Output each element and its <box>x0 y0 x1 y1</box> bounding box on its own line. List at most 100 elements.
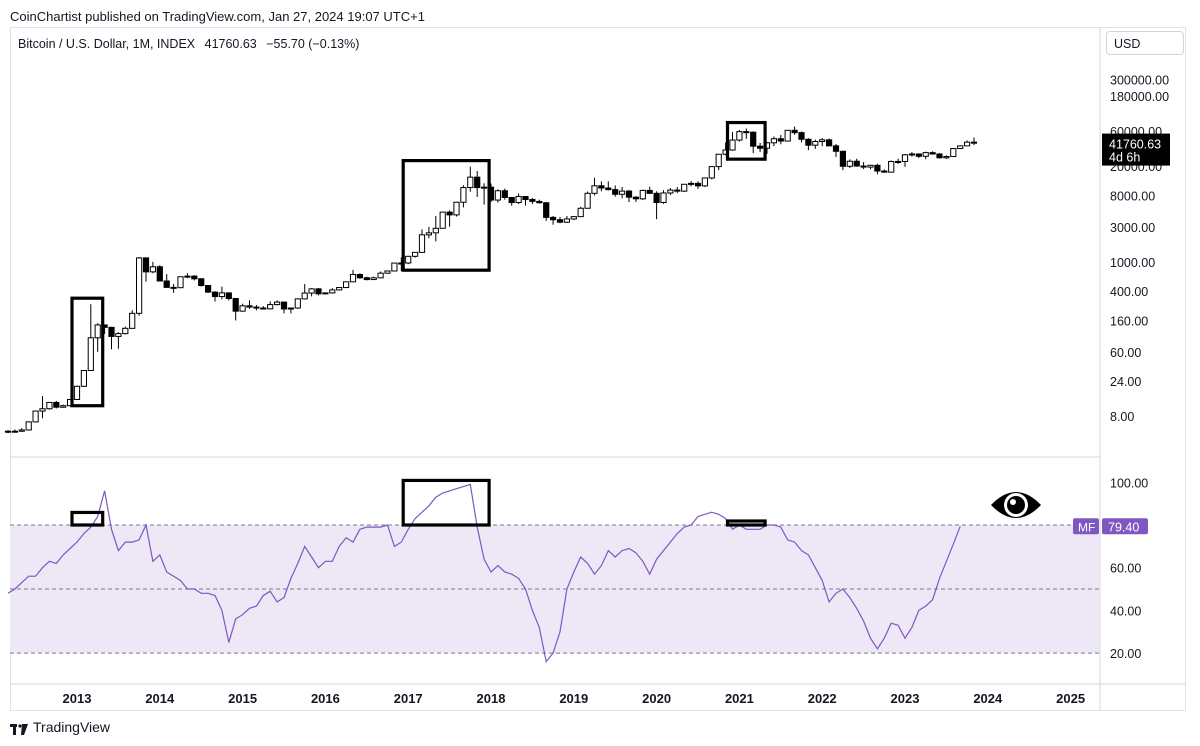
eye-icon <box>991 492 1041 518</box>
last-price: 41760.63 <box>204 37 257 51</box>
candle-body <box>805 138 812 146</box>
candle-body <box>87 337 94 372</box>
candle <box>660 190 667 204</box>
candle-body <box>184 275 191 278</box>
candle-body <box>577 207 584 218</box>
candle-body <box>743 131 750 134</box>
candle <box>922 151 929 160</box>
candle-body <box>681 183 688 192</box>
price-tick-label: 160.00 <box>1110 314 1148 328</box>
mfi-tick-label: 60.00 <box>1110 562 1141 576</box>
candle-body <box>853 160 860 167</box>
candle <box>343 281 350 289</box>
candle-body <box>915 153 922 157</box>
price-highlight-box <box>401 158 491 272</box>
time-tick-label: 2016 <box>311 691 340 706</box>
candle <box>805 138 812 151</box>
candle <box>253 304 260 311</box>
candle-body <box>218 292 226 298</box>
candle <box>860 162 867 170</box>
symbol-legend[interactable]: Bitcoin / U.S. Dollar, 1M, INDEX 41760.6… <box>18 37 365 51</box>
candle <box>743 128 750 139</box>
candle-body <box>287 307 294 310</box>
candle <box>481 183 488 205</box>
time-tick-label: 2020 <box>642 691 671 706</box>
candle-body <box>515 196 522 204</box>
candle <box>129 310 136 329</box>
candle <box>4 429 12 434</box>
candle-body <box>170 286 177 289</box>
tradingview-logo[interactable]: TradingView <box>10 719 110 735</box>
price-tick-label: 3000.00 <box>1110 221 1155 235</box>
candle <box>136 257 143 316</box>
time-tick-label: 2024 <box>973 691 1003 706</box>
candle <box>970 137 978 146</box>
candle-body <box>205 285 212 293</box>
candle <box>494 189 501 203</box>
candle <box>501 188 508 200</box>
candle <box>232 297 239 321</box>
candle <box>612 185 619 197</box>
candle <box>750 131 757 154</box>
candle <box>632 196 639 203</box>
candle <box>274 300 281 306</box>
candle-body <box>308 288 315 294</box>
candle-body <box>943 156 950 159</box>
candle-body <box>929 152 936 155</box>
candle-body <box>563 218 570 223</box>
candle <box>149 261 157 274</box>
candle-body <box>94 324 101 339</box>
candle-body <box>129 312 136 329</box>
candle-body <box>384 270 391 274</box>
candle <box>156 265 163 282</box>
candle-body <box>888 161 895 173</box>
candle <box>853 158 860 167</box>
candle-body <box>163 280 170 288</box>
mfi-tick-label: 20.00 <box>1110 647 1141 661</box>
candle-body <box>39 408 46 412</box>
candle-body <box>957 145 964 150</box>
candle-body <box>660 192 667 203</box>
candle-body <box>460 187 467 203</box>
candle-body <box>874 164 881 172</box>
candle-body <box>446 211 453 216</box>
candle <box>198 278 205 287</box>
candle <box>901 154 909 167</box>
candle <box>770 136 777 147</box>
mfi-highlight-box <box>401 478 491 527</box>
time-tick-label: 2018 <box>477 691 506 706</box>
candle <box>570 216 577 221</box>
candle-body <box>639 189 646 200</box>
candle-body <box>674 189 681 192</box>
price-tick-label: 400.00 <box>1110 285 1148 299</box>
price-tick-label: 300000.00 <box>1110 74 1169 88</box>
time-tick-label: 2017 <box>394 691 423 706</box>
price-tick-label: 1000.00 <box>1110 256 1155 270</box>
candle <box>308 288 315 297</box>
candle <box>715 153 722 171</box>
candle <box>598 181 605 192</box>
candle-body <box>349 274 357 283</box>
candle <box>322 292 329 295</box>
currency-selector[interactable]: USD <box>1106 31 1184 55</box>
candle <box>729 131 736 151</box>
candle-body <box>370 277 377 281</box>
price-tick-label: 8.00 <box>1110 410 1134 424</box>
symbol-name: Bitcoin / U.S. Dollar, 1M, INDEX <box>18 37 196 51</box>
candle-body <box>688 182 695 185</box>
candle-body <box>494 190 501 201</box>
candle-body <box>11 430 18 433</box>
candle <box>25 421 32 431</box>
mf-badge-value-bg <box>1102 518 1148 535</box>
candle-body <box>612 189 619 195</box>
mfi-tick-label: 40.00 <box>1110 604 1141 618</box>
candle-body <box>467 176 474 189</box>
candle-body <box>619 190 626 195</box>
candle-body <box>412 251 419 257</box>
candle-body <box>156 266 163 282</box>
candle-body <box>191 275 198 280</box>
candle <box>777 135 784 145</box>
candle-body <box>391 262 398 272</box>
candle-body <box>232 297 239 312</box>
